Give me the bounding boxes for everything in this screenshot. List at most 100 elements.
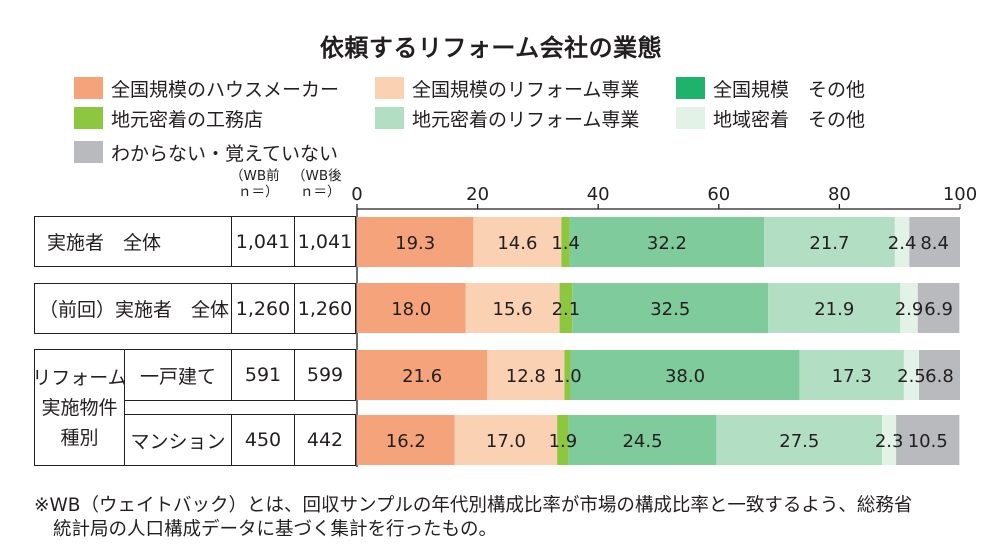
legend-label: 全国規模のハウスメーカー [111,78,340,101]
bar-segment [557,415,569,465]
row-label-condo: マンション [124,414,232,466]
row-label-all: 実施者 全体 [34,216,232,267]
data-label: 21.7 [809,233,849,254]
x-tick-label: 20 [466,184,489,205]
data-label: 27.5 [779,431,819,452]
data-label: 2.5 [897,366,926,387]
bar-segment [564,350,571,400]
data-label: 32.2 [647,233,687,254]
legend-item-unknown: わからない・覚えていない [74,140,339,165]
legend-swatch [74,141,103,163]
x-tick-label: 40 [587,184,610,205]
wb-before-header-line2: ｎ＝） [238,184,279,200]
bar-segment [882,415,897,465]
legend-label: 全国規模 その他 [713,78,866,101]
data-label: 19.3 [395,233,435,254]
bar-segment [357,415,455,465]
footnote-line1: ※WB（ウェイトバック）とは、回収サンプルの年代別構成比率が市場の構成比率と一致… [34,495,913,516]
bar-segment [917,283,960,333]
bar-segment [799,350,904,400]
data-label: 17.0 [486,431,526,452]
n-before-cell: 591 [231,349,295,401]
legend-item-national-reform: 全国規模のリフォーム専業 [375,76,640,101]
bar-segment [894,217,910,267]
wb-after-header-line2: ｎ＝） [300,184,341,200]
bar-segment [918,350,960,400]
bar-segment [357,217,474,267]
legend-item-local-builder: 地元密着の工務店 [74,106,264,131]
legend-swatch [74,107,103,129]
data-label: 8.4 [920,233,949,254]
data-label: 18.0 [391,299,431,320]
data-label: 17.3 [832,366,872,387]
bar-segment [903,350,919,400]
bar-segment [473,217,562,267]
bar-segment [900,283,918,333]
legend-item-local-reform: 地元密着のリフォーム専業 [375,106,640,131]
bar-segment [559,283,573,333]
bar-segment [357,283,466,333]
bar-segment [572,283,769,333]
x-tick-label: 80 [828,184,851,205]
legend-label: 地元密着の工務店 [111,108,264,131]
chart-title: 依頼するリフォーム会社の業態 [319,34,663,62]
data-label: 2.4 [888,233,917,254]
bar-segment [487,350,565,400]
x-tick-label: 100 [943,184,977,205]
data-label: 32.5 [650,299,690,320]
wb-before-header: （WB前 ｎ＝） [230,168,280,200]
row-label-detached: 一戸建て [124,349,232,401]
legend-item-national-other: 全国規模 その他 [676,76,866,101]
x-tick-label: 60 [707,184,730,205]
n-before-cell: 450 [231,414,295,466]
legend-item-national-housemaker: 全国規模のハウスメーカー [74,76,340,101]
data-label: 24.5 [622,431,662,452]
bar-segment [570,350,800,400]
group-label-property-type: リフォーム 実施物件 種別 [32,349,127,466]
legend-label: 全国規模のリフォーム専業 [412,78,640,101]
legend-swatch [375,107,404,129]
data-label: 1.9 [549,431,578,452]
legend-swatch [375,77,404,99]
data-label: 1.4 [551,233,580,254]
legend-swatch [676,107,705,129]
data-label: 2.9 [895,299,924,320]
bar-segment [896,415,960,465]
bar-segment [909,217,960,267]
data-label: 15.6 [493,299,533,320]
bar-segment [716,415,883,465]
data-label: 6.8 [925,366,954,387]
legend-swatch [676,77,705,99]
bar-segment [569,217,765,267]
bar-segment [768,283,901,333]
legend-item-local-other: 地域密着 その他 [676,106,865,131]
footnote-line2: 統計局の人口構成データに基づく集計を行ったもの。 [53,519,498,540]
row-label-previous: （前回）実施者 全体 [34,283,232,334]
x-tick-label: 0 [351,184,362,205]
data-label: 12.8 [506,366,546,387]
data-label: 21.6 [402,366,442,387]
data-label: 2.1 [552,299,581,320]
footnote: ※WB（ウェイトバック）とは、回収サンプルの年代別構成比率が市場の構成比率と一致… [34,494,912,542]
n-before-cell: 1,260 [231,283,295,334]
bar-segment [764,217,895,267]
group-label-line: 種別 [60,426,99,449]
wb-before-header-line1: （WB前 [230,168,280,184]
data-label: 2.3 [875,431,904,452]
data-label: 21.9 [814,299,854,320]
data-label: 38.0 [665,366,705,387]
wb-after-header: （WB後 ｎ＝） [292,168,342,200]
bar-segment [561,217,570,267]
data-label: 10.5 [908,431,948,452]
n-after-cell: 599 [294,349,356,401]
legend-label: わからない・覚えていない [111,142,339,165]
legend-label: 地元密着のリフォーム専業 [412,108,640,131]
group-label-line: リフォーム [32,366,127,389]
legend-swatch [74,77,103,99]
data-label: 6.9 [924,299,953,320]
n-after-cell: 1,260 [294,283,356,334]
n-before-cell: 1,041 [231,216,295,267]
bar-segment [357,350,488,400]
data-label: 1.0 [553,366,582,387]
